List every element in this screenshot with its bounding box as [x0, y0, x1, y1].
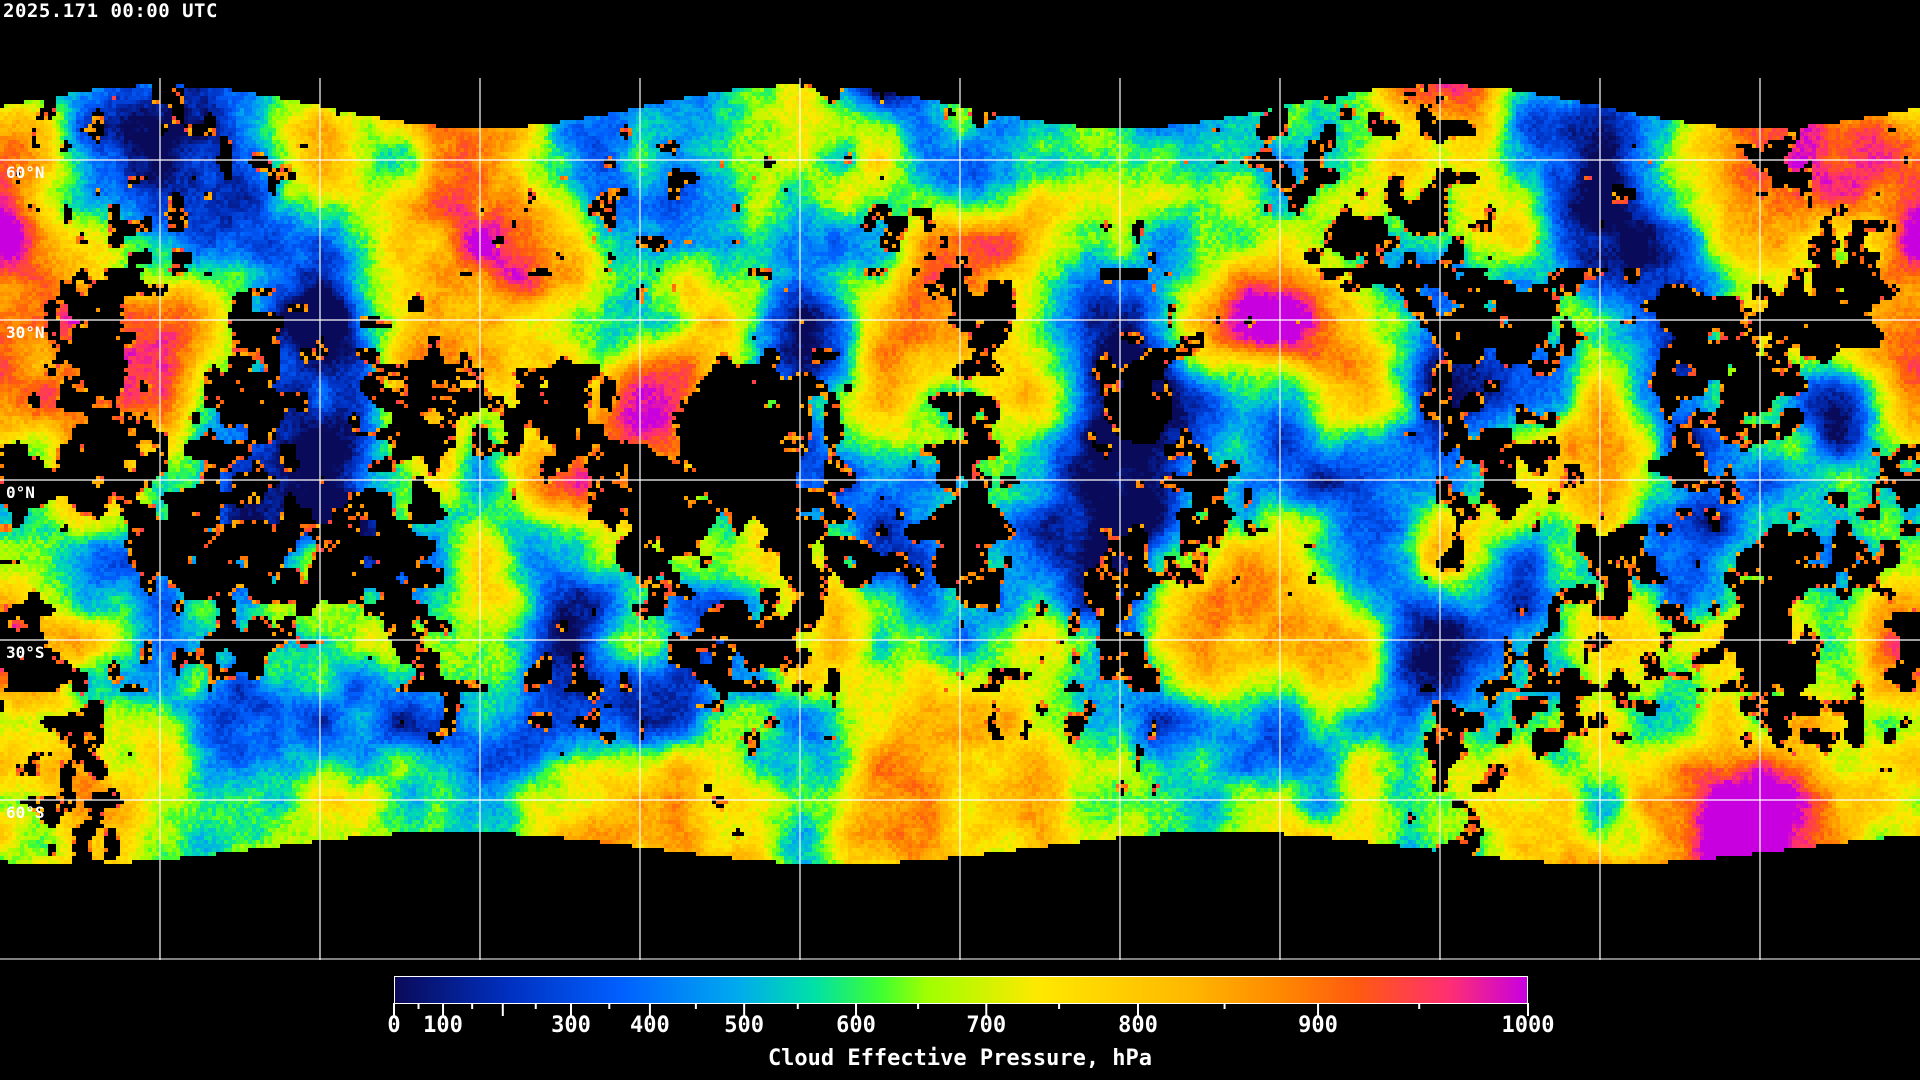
colorbar-tick-label: 400 [630, 1013, 670, 1038]
lat-label-30s: 30°S [6, 643, 45, 662]
lat-lon-grid [0, 78, 1920, 960]
colorbar-ticks [393, 1003, 1529, 1016]
colorbar [394, 976, 1528, 1004]
colorbar-tick-label: 1000 [1501, 1013, 1555, 1038]
colorbar-tick-label: 700 [966, 1013, 1007, 1038]
colorbar-title: Cloud Effective Pressure, hPa [767, 1046, 1153, 1071]
timestamp-label: 2025.171 00:00 UTC [3, 0, 218, 22]
lat-label-0n: 0°N [6, 483, 35, 502]
colorbar-tick-label: 500 [724, 1013, 765, 1038]
colorbar-tick-label: 100 [423, 1013, 463, 1038]
colorbar-tick-label: 600 [836, 1013, 876, 1038]
lat-label-30n: 30°N [6, 323, 45, 342]
colorbar-tick-label: 300 [551, 1013, 591, 1038]
lat-label-60n: 60°N [6, 163, 45, 182]
colorbar-tick-label: 800 [1118, 1013, 1158, 1038]
lat-label-60s: 60°S [6, 803, 45, 822]
colorbar-tick-label: 900 [1298, 1013, 1338, 1038]
colorbar-tick-label: 0 [387, 1013, 401, 1038]
